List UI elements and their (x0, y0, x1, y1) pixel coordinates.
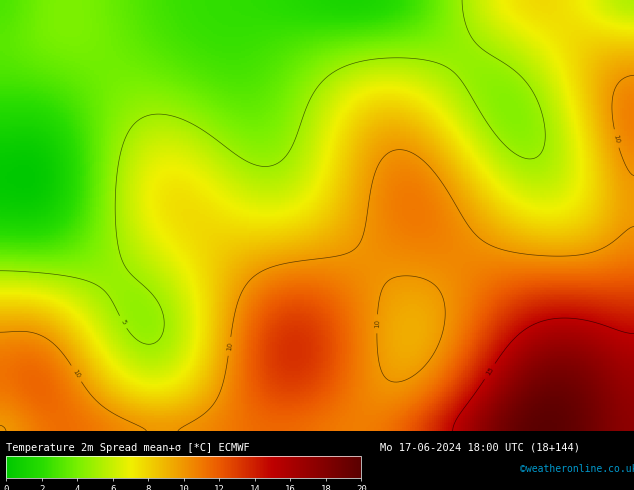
Text: 10: 10 (612, 133, 621, 144)
Text: 5: 5 (119, 319, 127, 325)
Text: Temperature 2m Spread mean+σ [*C] ECMWF: Temperature 2m Spread mean+σ [*C] ECMWF (6, 443, 250, 453)
Text: 10: 10 (72, 368, 81, 379)
Text: 10: 10 (226, 342, 233, 351)
Text: 10: 10 (374, 319, 380, 328)
Text: 15: 15 (485, 366, 495, 377)
Text: ©weatheronline.co.uk: ©weatheronline.co.uk (520, 465, 634, 474)
Text: Mo 17-06-2024 18:00 UTC (18+144): Mo 17-06-2024 18:00 UTC (18+144) (380, 443, 580, 453)
